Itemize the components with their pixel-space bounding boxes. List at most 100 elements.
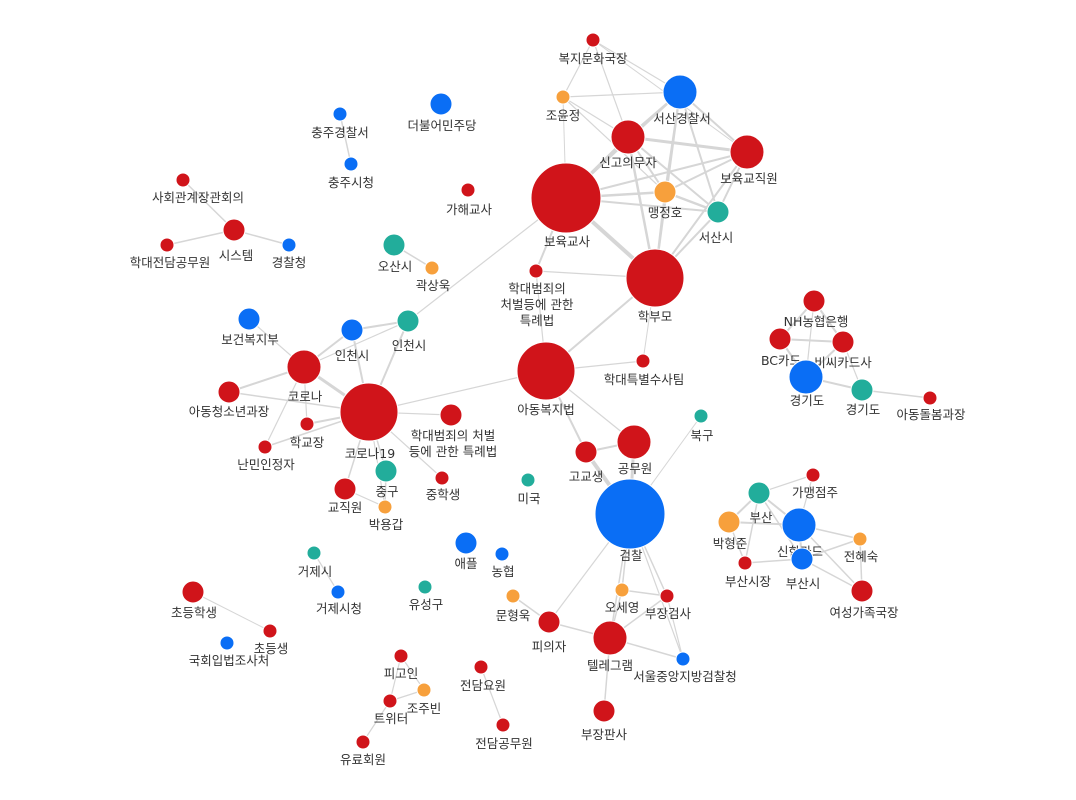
node-circle[interactable]: [788, 359, 824, 395]
node-bccard[interactable]: BC카드: [761, 327, 801, 368]
node-circle[interactable]: [175, 172, 191, 188]
node-nonghyup[interactable]: 농협: [491, 546, 515, 579]
node-telegram[interactable]: 텔레그램: [587, 620, 633, 673]
node-gyeonggi_blue[interactable]: 경기도: [788, 359, 824, 408]
node-circle[interactable]: [717, 510, 741, 534]
node-circle[interactable]: [237, 307, 261, 331]
node-hakbumo[interactable]: 학부모: [625, 248, 685, 324]
node-bujang_pansa[interactable]: 부장판사: [581, 699, 628, 742]
node-bujang_geomsa[interactable]: 부장검사: [645, 588, 692, 621]
node-circle[interactable]: [850, 579, 874, 603]
node-maengjeongho[interactable]: 맹정호: [648, 180, 683, 220]
node-circle[interactable]: [495, 717, 511, 733]
node-high_student[interactable]: 고교생: [569, 440, 604, 484]
node-bokjibu[interactable]: 보건복지부: [221, 307, 279, 347]
node-adongdolbom[interactable]: 아동돌봄과장: [896, 390, 966, 422]
node-circle[interactable]: [737, 555, 753, 571]
node-circle[interactable]: [635, 353, 651, 369]
node-circle[interactable]: [396, 309, 420, 333]
node-munhyeonguk[interactable]: 문형욱: [496, 588, 531, 623]
node-circle[interactable]: [281, 237, 297, 253]
node-bogyojig[interactable]: 보육교직원: [720, 134, 778, 186]
node-geoje_city[interactable]: 거제시청: [316, 584, 362, 616]
node-circle[interactable]: [659, 588, 675, 604]
node-circle[interactable]: [159, 237, 175, 253]
node-pigoin[interactable]: 피고인: [384, 648, 419, 681]
node-circle[interactable]: [439, 403, 463, 427]
node-jeonhyesuk[interactable]: 전혜숙: [844, 531, 879, 564]
node-circle[interactable]: [594, 478, 666, 550]
node-circle[interactable]: [222, 218, 246, 242]
node-circle[interactable]: [355, 734, 371, 750]
node-circle[interactable]: [802, 289, 826, 313]
node-circle[interactable]: [653, 180, 677, 204]
node-circle[interactable]: [332, 106, 348, 122]
node-circle[interactable]: [262, 623, 278, 639]
node-circle[interactable]: [922, 390, 938, 406]
node-hakdaejeondam[interactable]: 학대전담공무원: [130, 237, 211, 270]
node-circle[interactable]: [537, 610, 561, 634]
node-circle[interactable]: [330, 584, 346, 600]
node-circle[interactable]: [520, 472, 536, 488]
node-circle[interactable]: [393, 648, 409, 664]
node-chungju_police[interactable]: 충주경찰서: [311, 106, 369, 140]
node-circle[interactable]: [219, 635, 235, 651]
node-circle[interactable]: [339, 382, 399, 442]
node-circle[interactable]: [299, 416, 315, 432]
node-circle[interactable]: [768, 327, 792, 351]
node-teukrye1[interactable]: 학대범죄의 처벌등에 관한 특례법: [501, 263, 574, 328]
node-middle_student[interactable]: 중학생: [426, 470, 461, 502]
node-gwaksangwook[interactable]: 곽상욱: [416, 260, 451, 293]
node-bukgu[interactable]: 북구: [690, 408, 714, 443]
node-incheonsi_teal[interactable]: 인천시: [392, 309, 427, 353]
node-circle[interactable]: [555, 89, 571, 105]
node-circle[interactable]: [382, 693, 398, 709]
node-oseyeong[interactable]: 오세영: [605, 582, 640, 615]
node-circle[interactable]: [614, 582, 630, 598]
node-busansi[interactable]: 부산시: [786, 547, 821, 591]
node-circle[interactable]: [625, 248, 685, 308]
node-circle[interactable]: [585, 32, 601, 48]
node-seoul_prosecution[interactable]: 서울중앙지방검찰청: [633, 651, 737, 684]
node-elementary[interactable]: 초등학생: [171, 580, 217, 620]
node-system[interactable]: 시스템: [219, 218, 254, 263]
node-parkhyeongjun[interactable]: 박형준: [713, 510, 748, 551]
node-gamaengjeom[interactable]: 가맹점주: [792, 467, 838, 500]
node-twitter[interactable]: 트위터: [374, 693, 409, 726]
node-circle[interactable]: [747, 481, 771, 505]
node-junggu[interactable]: 중구: [374, 459, 399, 499]
node-gahaekyosa[interactable]: 가해교사: [446, 182, 493, 217]
node-osansi[interactable]: 오산시: [378, 233, 413, 274]
node-jeondamyowon[interactable]: 전담요원: [460, 659, 506, 693]
node-circle[interactable]: [306, 545, 322, 561]
node-bcard[interactable]: 비씨카드사: [814, 330, 872, 370]
node-circle[interactable]: [805, 467, 821, 483]
node-circle[interactable]: [505, 588, 521, 604]
node-busan_mayor[interactable]: 부산시장: [725, 555, 772, 589]
node-circle[interactable]: [417, 579, 433, 595]
node-geoje_si[interactable]: 거제시: [298, 545, 333, 579]
node-circle[interactable]: [574, 440, 598, 464]
node-jojubin[interactable]: 조주빈: [407, 682, 442, 716]
node-circle[interactable]: [592, 620, 628, 656]
node-singo[interactable]: 신고의무자: [599, 119, 657, 170]
node-seosangyeong[interactable]: 서산경찰서: [653, 74, 711, 126]
node-circle[interactable]: [790, 547, 814, 571]
node-apple[interactable]: 애플: [454, 531, 478, 571]
node-police_agency[interactable]: 경찰청: [272, 237, 307, 270]
node-busan_teal[interactable]: 부산: [747, 481, 773, 525]
node-circle[interactable]: [675, 651, 691, 667]
node-circle[interactable]: [729, 134, 765, 170]
node-circle[interactable]: [610, 119, 646, 155]
node-circle[interactable]: [434, 470, 450, 486]
node-circle[interactable]: [516, 341, 576, 401]
node-national_assembly[interactable]: 국회입법조사처: [189, 635, 270, 668]
node-joyunjeong[interactable]: 조윤정: [546, 89, 581, 123]
node-circle[interactable]: [473, 659, 489, 675]
node-circle[interactable]: [333, 477, 357, 501]
node-circle[interactable]: [382, 233, 406, 257]
node-circle[interactable]: [374, 459, 398, 483]
node-circle[interactable]: [454, 531, 478, 555]
node-adongchung[interactable]: 아동청소년과장: [189, 380, 270, 419]
node-circle[interactable]: [592, 699, 616, 723]
